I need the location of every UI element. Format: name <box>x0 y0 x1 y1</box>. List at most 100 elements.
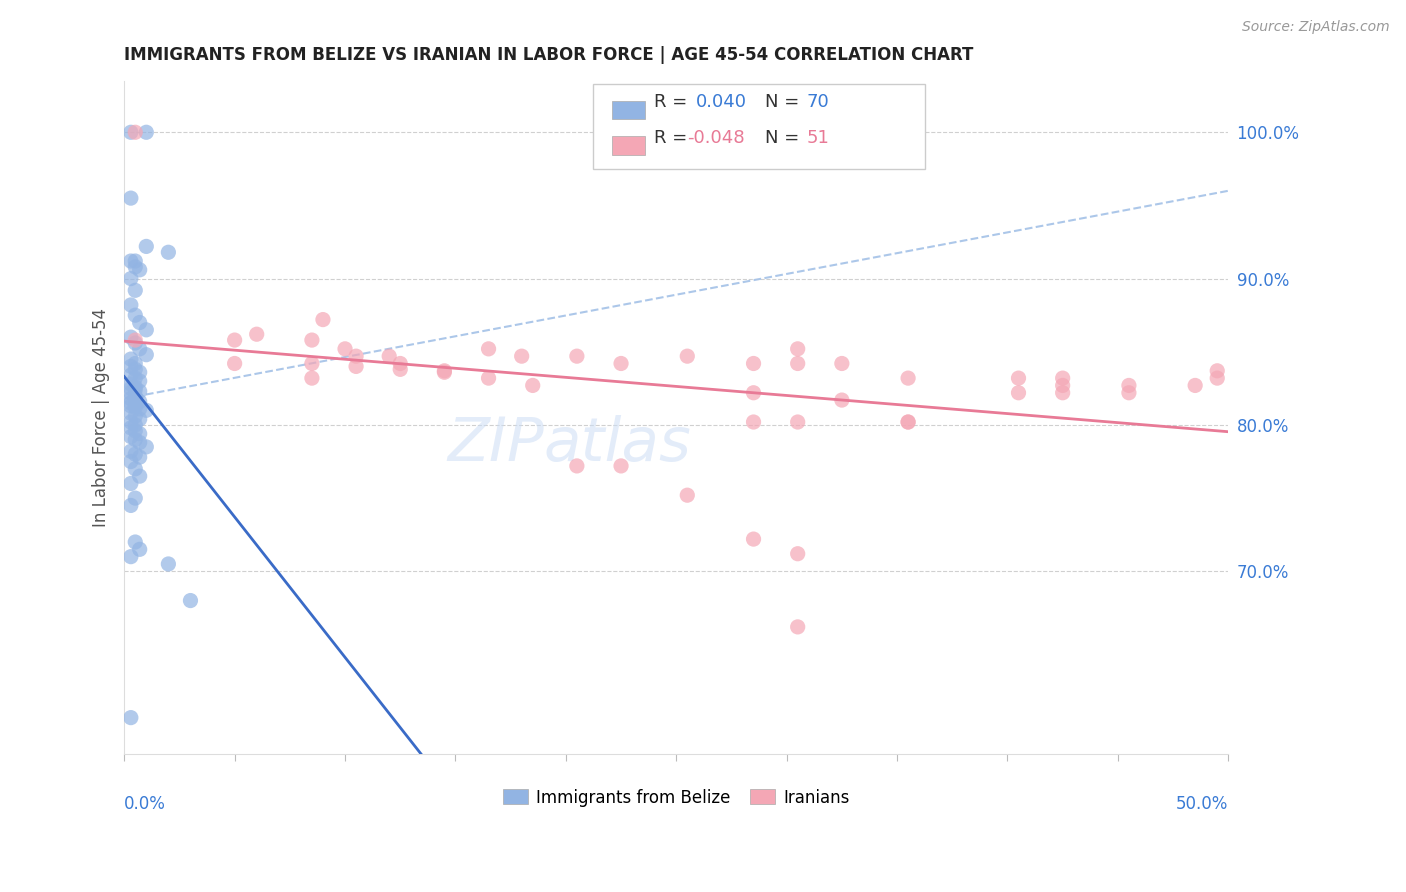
Point <box>120 368 142 383</box>
Point <box>831 356 853 370</box>
Point <box>120 376 142 391</box>
Text: atlas: atlas <box>544 415 692 474</box>
Point <box>120 381 142 395</box>
Point <box>742 415 765 429</box>
Point <box>120 396 142 410</box>
Point <box>120 385 142 400</box>
Point <box>124 308 146 322</box>
Text: -0.048: -0.048 <box>688 128 745 147</box>
Point <box>120 399 142 413</box>
Point <box>128 394 150 409</box>
Point <box>124 333 146 347</box>
Point <box>120 406 142 420</box>
Point <box>610 458 633 473</box>
Point <box>124 356 146 370</box>
Point <box>742 532 765 546</box>
Point <box>522 378 544 392</box>
Point <box>389 356 412 370</box>
Point <box>897 415 920 429</box>
Text: R =: R = <box>654 128 693 147</box>
Point <box>120 298 142 312</box>
FancyBboxPatch shape <box>593 85 925 169</box>
Point <box>128 262 150 277</box>
Point <box>344 359 367 374</box>
Point <box>124 260 146 274</box>
Point <box>224 333 246 347</box>
Point <box>128 435 150 450</box>
Point <box>120 499 142 513</box>
Point <box>128 450 150 464</box>
Point <box>1007 385 1029 400</box>
Point <box>786 356 808 370</box>
Point <box>124 371 146 385</box>
Point <box>1007 371 1029 385</box>
Point <box>120 254 142 268</box>
Point <box>120 421 142 435</box>
Point <box>433 364 456 378</box>
Point <box>124 125 146 139</box>
Point <box>124 424 146 438</box>
Point <box>120 549 142 564</box>
Point <box>301 356 323 370</box>
Point <box>128 365 150 379</box>
Point <box>124 362 146 376</box>
Point <box>124 283 146 297</box>
Bar <box>612 136 645 155</box>
Bar <box>612 101 645 120</box>
Point <box>120 454 142 468</box>
Point <box>120 444 142 458</box>
Text: 50.0%: 50.0% <box>1175 795 1229 813</box>
Point <box>124 397 146 411</box>
Point <box>742 385 765 400</box>
Point <box>128 469 150 483</box>
Point <box>510 349 533 363</box>
Point <box>786 620 808 634</box>
Point <box>157 557 180 571</box>
Point <box>333 342 356 356</box>
Point <box>120 271 142 285</box>
Point <box>124 433 146 447</box>
Text: Source: ZipAtlas.com: Source: ZipAtlas.com <box>1241 20 1389 34</box>
Point <box>897 415 920 429</box>
Point <box>831 393 853 408</box>
Point <box>565 458 588 473</box>
Point <box>301 333 323 347</box>
Point <box>1118 378 1140 392</box>
Text: 0.040: 0.040 <box>696 93 747 112</box>
Point <box>301 371 323 385</box>
Text: 70: 70 <box>807 93 830 112</box>
Point <box>1118 385 1140 400</box>
Legend: Immigrants from Belize, Iranians: Immigrants from Belize, Iranians <box>496 782 856 814</box>
Point <box>179 593 201 607</box>
Point <box>157 245 180 260</box>
Point <box>124 380 146 394</box>
Point <box>128 374 150 388</box>
Point <box>344 349 367 363</box>
Point <box>120 392 142 406</box>
Point <box>1206 371 1229 385</box>
Point <box>135 403 157 417</box>
Point <box>120 415 142 429</box>
Point <box>135 125 157 139</box>
Point <box>389 362 412 376</box>
Point <box>128 384 150 399</box>
Point <box>124 491 146 505</box>
Point <box>124 393 146 408</box>
Point <box>124 535 146 549</box>
Text: N =: N = <box>765 128 804 147</box>
Point <box>676 488 699 502</box>
Point <box>565 349 588 363</box>
Point <box>897 371 920 385</box>
Point <box>124 254 146 268</box>
Y-axis label: In Labor Force | Age 45-54: In Labor Force | Age 45-54 <box>93 308 110 527</box>
Point <box>676 349 699 363</box>
Point <box>124 389 146 403</box>
Point <box>1052 371 1074 385</box>
Point <box>786 415 808 429</box>
Point <box>477 371 499 385</box>
Point <box>124 336 146 351</box>
Point <box>128 412 150 426</box>
Point <box>128 342 150 356</box>
Point <box>135 323 157 337</box>
Point <box>120 125 142 139</box>
